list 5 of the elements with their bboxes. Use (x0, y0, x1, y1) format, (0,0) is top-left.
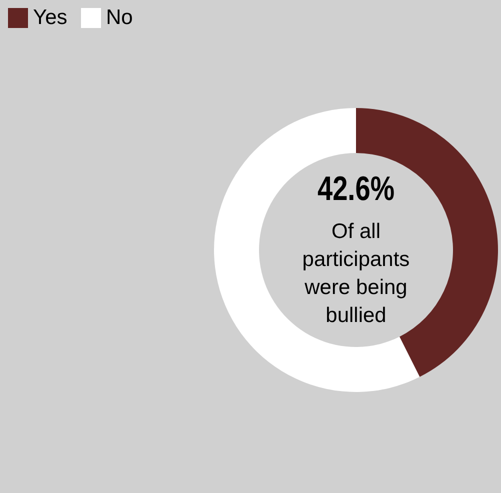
legend-label: No (106, 6, 133, 29)
legend-label: Yes (33, 6, 68, 29)
donut-slice (214, 108, 420, 392)
text: Of all participants were being bullied (302, 220, 410, 327)
text: 42.6% (317, 169, 395, 208)
